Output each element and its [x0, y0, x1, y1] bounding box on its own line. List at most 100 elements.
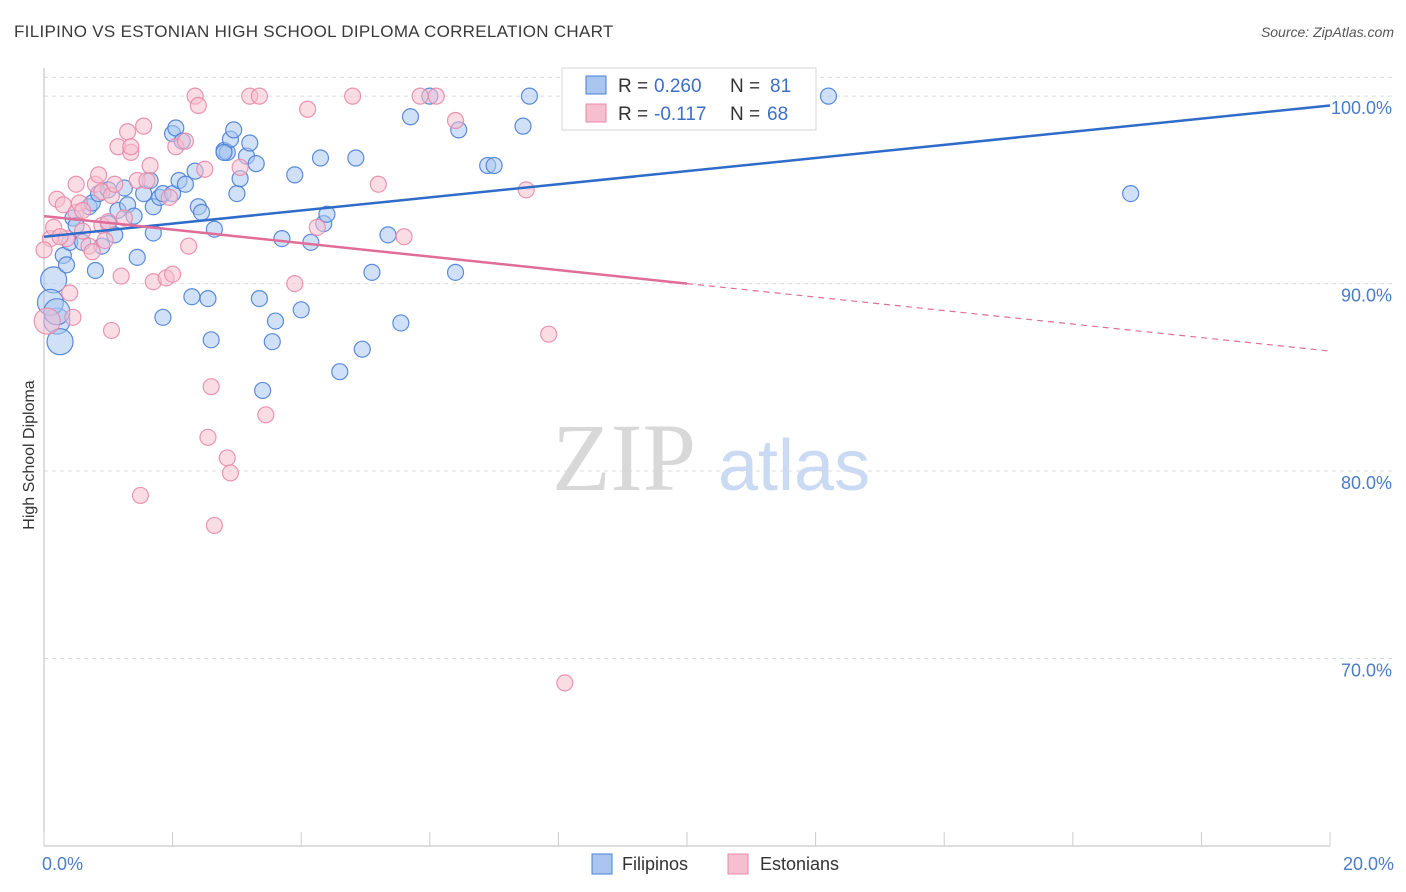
- estonians-point[interactable]: [257, 406, 275, 424]
- filipinos-point[interactable]: [292, 301, 310, 319]
- estonians-point[interactable]: [115, 209, 133, 227]
- x-tick-labels: 0.0% 20.0%: [42, 854, 1394, 874]
- estonians-point[interactable]: [205, 516, 223, 535]
- filipinos-point[interactable]: [250, 289, 269, 308]
- estonians-point[interactable]: [218, 449, 236, 467]
- stats-r-label-blue: R =: [618, 76, 648, 97]
- estonians-point[interactable]: [446, 111, 465, 130]
- filipinos-point[interactable]: [347, 149, 365, 167]
- filipinos-point[interactable]: [514, 117, 532, 135]
- filipinos-point[interactable]: [247, 155, 265, 173]
- estonians-point[interactable]: [180, 237, 198, 255]
- estonians-point[interactable]: [196, 160, 214, 178]
- estonians-point[interactable]: [73, 201, 92, 220]
- filipinos-point[interactable]: [311, 149, 330, 167]
- filipinos-point[interactable]: [286, 166, 304, 184]
- legend-label-filipinos[interactable]: Filipinos: [622, 854, 688, 874]
- estonians-point[interactable]: [164, 265, 182, 283]
- filipinos-point[interactable]: [86, 261, 105, 280]
- filipinos-point[interactable]: [331, 363, 349, 381]
- filipinos-point[interactable]: [401, 108, 420, 126]
- filipinos-point[interactable]: [363, 263, 381, 281]
- estonians-point[interactable]: [344, 87, 362, 105]
- filipinos-point[interactable]: [392, 314, 410, 332]
- estonians-point[interactable]: [83, 243, 101, 261]
- estonians-point[interactable]: [112, 267, 130, 285]
- estonians-point[interactable]: [141, 156, 159, 175]
- estonians-point[interactable]: [411, 87, 429, 105]
- filipinos-point[interactable]: [318, 205, 336, 223]
- estonians-point[interactable]: [118, 123, 137, 141]
- estonians-point[interactable]: [556, 674, 574, 692]
- estonians-point[interactable]: [102, 321, 121, 340]
- y-tick-label: 90.0%: [1341, 286, 1392, 306]
- estonians-point[interactable]: [231, 158, 249, 176]
- estonians-point[interactable]: [369, 175, 387, 193]
- estonians-point[interactable]: [286, 274, 304, 293]
- estonians-point[interactable]: [540, 325, 558, 343]
- estonians-point[interactable]: [33, 307, 61, 335]
- estonians-point[interactable]: [64, 308, 82, 326]
- filipinos-point[interactable]: [1122, 185, 1140, 203]
- legend-swatch-filipinos[interactable]: [591, 853, 613, 875]
- estonians-point[interactable]: [122, 138, 140, 156]
- estonians-point[interactable]: [61, 284, 79, 302]
- filipinos-point[interactable]: [199, 289, 217, 308]
- filipinos-point[interactable]: [154, 308, 172, 326]
- estonians-point[interactable]: [299, 100, 317, 118]
- filipinos-point[interactable]: [176, 175, 195, 193]
- estonians-point[interactable]: [202, 378, 220, 396]
- filipinos-point[interactable]: [228, 185, 246, 203]
- estonians-point[interactable]: [395, 228, 413, 246]
- x-tick-label-max: 20.0%: [1343, 854, 1394, 874]
- estonians-point[interactable]: [138, 171, 156, 190]
- estonians-point[interactable]: [176, 132, 195, 150]
- y-tick-label: 80.0%: [1341, 473, 1392, 493]
- estonians-point[interactable]: [35, 241, 53, 259]
- estonians-point[interactable]: [221, 464, 240, 482]
- filipinos-point[interactable]: [128, 248, 146, 266]
- filipinos-point[interactable]: [192, 203, 211, 221]
- filipinos-point[interactable]: [266, 312, 285, 330]
- estonians-point[interactable]: [308, 218, 326, 236]
- x-tick-label-min: 0.0%: [42, 854, 83, 874]
- estonians-point[interactable]: [135, 117, 153, 135]
- estonians-point[interactable]: [250, 87, 269, 105]
- filipinos-point[interactable]: [215, 143, 233, 161]
- estonians-point[interactable]: [90, 166, 108, 184]
- filipinos-point[interactable]: [46, 328, 74, 356]
- legend-label-estonians[interactable]: Estonians: [760, 854, 839, 874]
- filipinos-point[interactable]: [353, 340, 371, 358]
- estonians-point[interactable]: [199, 428, 217, 446]
- filipinos-point[interactable]: [263, 333, 281, 351]
- estonians-point[interactable]: [131, 486, 150, 505]
- estonians-point[interactable]: [160, 188, 178, 206]
- estonians-point[interactable]: [427, 87, 445, 105]
- estonians-point[interactable]: [67, 175, 85, 193]
- filipinos-point[interactable]: [273, 229, 291, 248]
- filipinos-point[interactable]: [446, 263, 465, 281]
- filipinos-point[interactable]: [225, 121, 243, 139]
- filipinos-point[interactable]: [520, 87, 539, 105]
- filipinos-point[interactable]: [241, 134, 259, 152]
- axis-layer: [43, 68, 1331, 847]
- filipinos-point[interactable]: [819, 87, 838, 105]
- estonians-point[interactable]: [96, 231, 114, 250]
- y-axis-label: High School Diploma: [21, 380, 38, 530]
- filipinos-point[interactable]: [379, 226, 397, 244]
- legend-swatch-estonians[interactable]: [727, 853, 749, 875]
- bottom-legend: Filipinos Estonians: [591, 853, 839, 875]
- trend-layer: [43, 104, 1331, 352]
- estonians-point[interactable]: [189, 96, 207, 115]
- filipinos-point[interactable]: [183, 288, 201, 306]
- stats-legend: R = 0.260 N = 81 R = -0.117 N = 68: [561, 67, 817, 131]
- filipinos-point[interactable]: [57, 256, 76, 274]
- filipinos-point[interactable]: [254, 381, 272, 400]
- filipinos-point[interactable]: [202, 331, 220, 349]
- stats-r-label-pink: R =: [618, 104, 648, 125]
- filipinos-trend-line: [43, 104, 1331, 238]
- watermark-atlas: atlas: [718, 426, 870, 506]
- filipinos-point[interactable]: [485, 156, 503, 175]
- estonians-point[interactable]: [517, 181, 535, 199]
- estonians-point[interactable]: [106, 175, 124, 193]
